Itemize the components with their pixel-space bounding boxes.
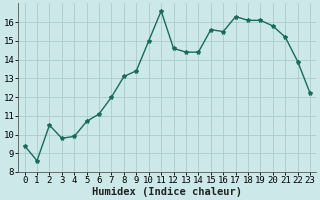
- X-axis label: Humidex (Indice chaleur): Humidex (Indice chaleur): [92, 186, 242, 197]
